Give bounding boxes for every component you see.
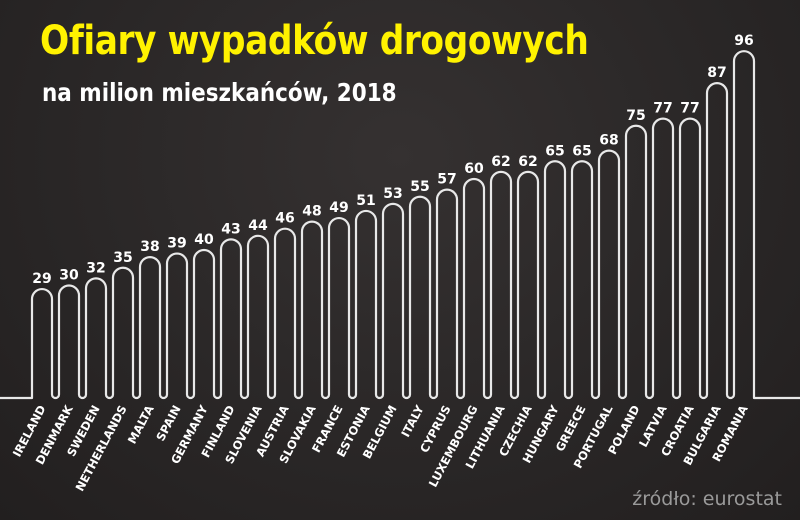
value-label: 46	[275, 211, 294, 227]
chart-title: Ofiary wypadków drogowych	[40, 18, 589, 64]
value-labels: 29 30 32 35 38 39 40 43 44 46 48 49 51 53 55 57 60 62 62 65…	[32, 33, 753, 287]
value-label: 77	[653, 101, 672, 117]
bar-outline-path	[0, 50, 800, 400]
value-label: 38	[140, 239, 159, 255]
value-label: 75	[626, 108, 645, 124]
value-label: 30	[59, 268, 79, 284]
value-label: 62	[518, 154, 537, 170]
value-label: 29	[32, 271, 51, 287]
category-labels: IRELANDDENMARKSWEDENNETHERLANDSMALTASPAI…	[10, 402, 751, 494]
value-label: 49	[329, 200, 348, 216]
value-label: 96	[734, 33, 753, 49]
value-label: 65	[572, 143, 591, 159]
value-label: 77	[680, 101, 699, 117]
value-label: 40	[194, 232, 214, 248]
value-label: 60	[464, 161, 484, 177]
value-label: 32	[86, 260, 105, 276]
value-label: 87	[707, 65, 726, 81]
value-label: 48	[302, 204, 321, 220]
value-label: 35	[113, 250, 132, 266]
value-label: 44	[248, 218, 268, 234]
chart-subtitle: na milion mieszkańców, 2018	[42, 78, 397, 107]
value-label: 51	[356, 193, 375, 209]
value-label: 55	[410, 179, 429, 195]
value-label: 43	[221, 221, 240, 237]
category-label: ITALY	[398, 402, 427, 439]
value-label: 68	[599, 133, 618, 149]
value-label: 53	[383, 186, 402, 202]
category-label: MALTA	[125, 403, 157, 446]
value-label: 62	[491, 154, 510, 170]
value-label: 39	[167, 236, 186, 252]
source-note: źródło: eurostat	[632, 488, 782, 510]
value-label: 65	[545, 143, 564, 159]
value-label: 57	[437, 172, 456, 188]
